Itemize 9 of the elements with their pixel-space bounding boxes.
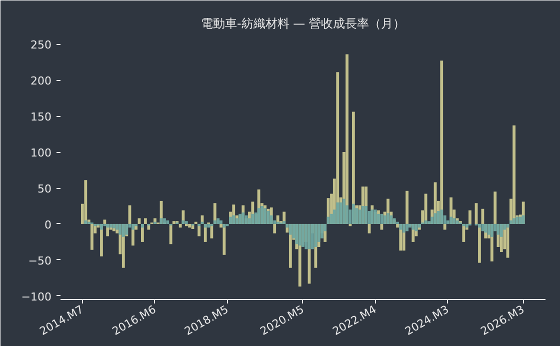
y-tick-label: 150 <box>30 110 52 124</box>
y-tick-label: 100 <box>30 146 52 160</box>
y-tick-label: 250 <box>30 38 52 52</box>
y-tick-label: −100 <box>21 290 52 304</box>
y-tick-label: 0 <box>44 218 52 232</box>
y-tick-label: 50 <box>38 182 52 196</box>
y-tick-label: 200 <box>30 74 52 88</box>
chart-title: 電動車-紡織材料 — 營收成長率（月） <box>201 16 405 30</box>
y-tick-label: −50 <box>28 254 52 268</box>
